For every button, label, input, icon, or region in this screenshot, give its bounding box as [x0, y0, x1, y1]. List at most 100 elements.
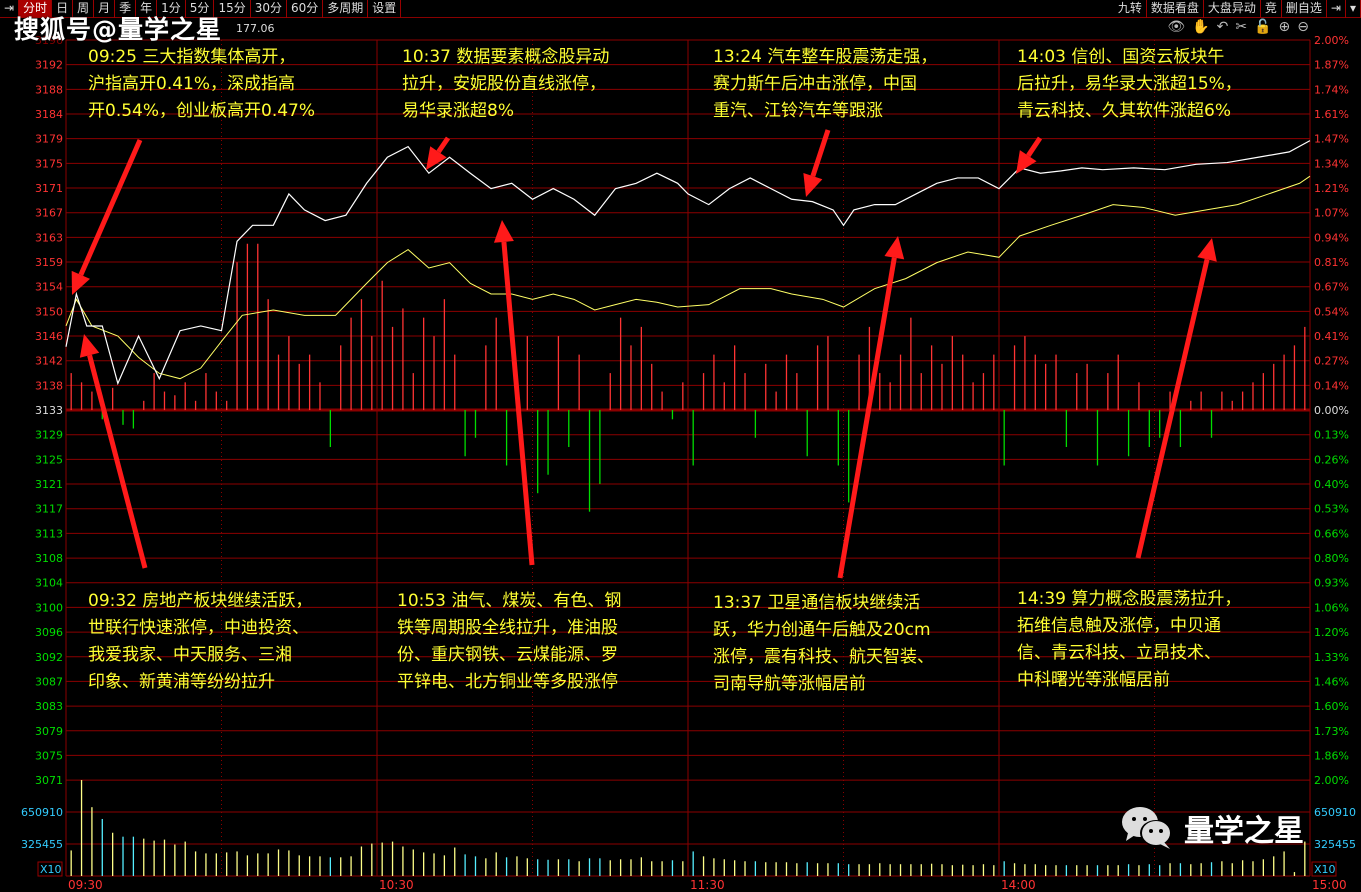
left-tick-label: 3154 [35, 281, 63, 294]
period-tab-12[interactable]: 设置 [368, 0, 402, 18]
annotation-line: 后拉升，易华录大涨超15%， [1017, 74, 1242, 94]
annotation-0: 09:25 三大指数集体高开， 沪指高开0.41%，深成指高 开0.54%，创业板高… [88, 44, 315, 125]
arrow-head-icon [1016, 150, 1037, 174]
right-tick-label: 1.73% [1314, 725, 1349, 738]
period-tab-4[interactable]: 季 [115, 0, 137, 18]
panel-toggle-icon[interactable]: ⇥ [0, 0, 20, 18]
arrow-head-icon [1197, 238, 1217, 262]
scissors-icon[interactable]: ✂ [1235, 19, 1248, 35]
annotation-line: 13:24 汽车整车股震荡走强， [713, 47, 938, 67]
toolbar-button-3[interactable]: 竞 [1261, 0, 1282, 18]
volume-tick-left: 325455 [21, 838, 63, 851]
dropdown-icon[interactable]: ▾ [1346, 0, 1361, 18]
annotation-line: 平锌电、北方铜业等多股涨停 [397, 672, 618, 692]
undo-icon[interactable]: ↶ [1216, 19, 1229, 35]
right-tick-label: 0.40% [1314, 478, 1349, 491]
volume-unit: X10 [40, 863, 62, 876]
period-tab-1[interactable]: 日 [52, 0, 74, 18]
left-tick-label: 3100 [35, 601, 63, 614]
annotation-line: 铁等周期股全线拉升，准油股 [397, 618, 618, 638]
right-tick-label: 0.14% [1314, 379, 1349, 392]
right-tick-label: 1.47% [1314, 133, 1349, 146]
period-tab-5[interactable]: 年 [136, 0, 158, 18]
period-tab-10[interactable]: 60分 [287, 0, 324, 18]
left-tick-label: 3150 [35, 305, 63, 318]
annotation-4: 09:32 房地产板块继续活跃， 世联行快速涨停，中迪投资、 我爱我家、中天服务、三… [88, 588, 312, 696]
right-tick-label: 1.20% [1314, 626, 1349, 639]
left-tick-label: 3096 [35, 626, 63, 639]
arrow-head-icon [79, 334, 100, 358]
period-tab-0[interactable]: 分时 [19, 0, 53, 18]
annotation-6: 13:37 卫星通信板块继续活 跃，华力创通午后触及20cm 涨停，震有科技、航天智… [713, 590, 934, 698]
right-tick-label: 0.80% [1314, 552, 1349, 565]
annotation-line: 涨停，震有科技、航天智装、 [713, 647, 934, 667]
collapse-icon[interactable]: ⇥ [1327, 0, 1346, 18]
annotation-line: 司南导航等涨幅居前 [713, 674, 866, 694]
right-tick-label: 1.34% [1314, 157, 1349, 170]
annotation-line: 易华录涨超8% [402, 101, 514, 121]
left-tick-label: 3171 [35, 182, 63, 195]
left-tick-label: 3121 [35, 478, 63, 491]
annotation-arrow [501, 241, 535, 566]
right-tick-label: 1.60% [1314, 700, 1349, 713]
left-tick-label: 3117 [35, 503, 63, 516]
zoom-out-icon[interactable]: ⊖ [1297, 19, 1309, 35]
time-tick-label: 11:30 [690, 878, 725, 892]
annotation-1: 10:37 数据要素概念股异动 拉升，安妮股份直线涨停， 易华录涨超8% [402, 44, 609, 125]
left-tick-label: 3133 [35, 404, 63, 417]
period-tab-11[interactable]: 多周期 [323, 0, 369, 18]
left-tick-label: 3083 [35, 700, 63, 713]
period-tab-2[interactable]: 周 [73, 0, 95, 18]
right-tick-label: 0.54% [1314, 305, 1349, 318]
annotation-5: 10:53 油气、煤炭、有色、钢 铁等周期股全线拉升，准油股 份、重庆钢铁、云煤能源… [397, 588, 621, 696]
toolbar-button-4[interactable]: 删自选 [1282, 0, 1327, 18]
annotation-line: 开0.54%，创业板高开0.47% [88, 101, 316, 121]
zoom-in-icon[interactable]: ⊕ [1278, 19, 1291, 35]
annotation-line: 印象、新黄浦等纷纷拉升 [88, 672, 275, 692]
annotation-line: 10:53 油气、煤炭、有色、钢 [397, 591, 622, 611]
right-tick-label: 1.61% [1314, 108, 1349, 121]
right-tick-label: 0.13% [1314, 429, 1349, 442]
period-tab-7[interactable]: 5分 [186, 0, 215, 18]
right-tick-label: 0.53% [1314, 503, 1349, 516]
toolbar-button-0[interactable]: 九转 [1114, 0, 1147, 18]
right-tick-label: 1.74% [1314, 83, 1349, 96]
right-tick-label: 1.86% [1314, 749, 1349, 762]
eye-icon[interactable]: 👁 [1167, 19, 1186, 35]
left-tick-label: 3159 [35, 256, 63, 269]
lock-icon[interactable]: 🔓 [1254, 19, 1272, 35]
annotation-line: 我爱我家、中天服务、三湘 [88, 645, 292, 665]
annotation-arrow [87, 354, 148, 569]
annotation-2: 13:24 汽车整车股震荡走强， 赛力斯午后冲击涨停，中国 重汽、江铃汽车等跟涨 [713, 44, 937, 125]
watermark-top: 搜狐号@量学之星 [14, 15, 223, 44]
left-tick-label: 3163 [35, 231, 63, 244]
period-tab-3[interactable]: 月 [94, 0, 116, 18]
wechat-icon [1122, 807, 1172, 849]
right-tick-label: 1.21% [1314, 182, 1349, 195]
watermark-bottom: 量学之星 [1120, 805, 1304, 851]
annotation-line: 拉升，安妮股份直线涨停， [402, 74, 606, 94]
left-tick-label: 3142 [35, 355, 63, 368]
toolbar-button-1[interactable]: 数据看盘 [1147, 0, 1204, 18]
toolbar-button-2[interactable]: 大盘异动 [1204, 0, 1261, 18]
left-tick-label: 3167 [35, 207, 63, 220]
annotation-arrow [810, 129, 831, 177]
right-tick-label: 1.46% [1314, 675, 1349, 688]
left-tick-label: 3184 [35, 108, 63, 121]
average-price-line [65, 175, 1311, 380]
left-tick-label: 3075 [35, 749, 63, 762]
volume-tick-right: 325455 [1314, 838, 1356, 851]
annotation-arrow [78, 138, 143, 276]
volume-tick-right: 650910 [1314, 806, 1356, 819]
arrow-head-icon [426, 146, 447, 170]
chart-tools: 👁 ✋ ↶ ✂ 🔓 ⊕ ⊖ [1167, 19, 1309, 35]
time-tick-label: 10:30 [379, 878, 414, 892]
period-tab-8[interactable]: 15分 [214, 0, 251, 18]
period-tab-6[interactable]: 1分 [157, 0, 186, 18]
left-tick-label: 3071 [35, 774, 63, 787]
period-tab-9[interactable]: 30分 [251, 0, 287, 18]
volume-unit-box [1311, 861, 1337, 877]
hand-icon[interactable]: ✋ [1192, 19, 1210, 35]
annotation-line: 中科曙光等涨幅居前 [1017, 670, 1170, 690]
